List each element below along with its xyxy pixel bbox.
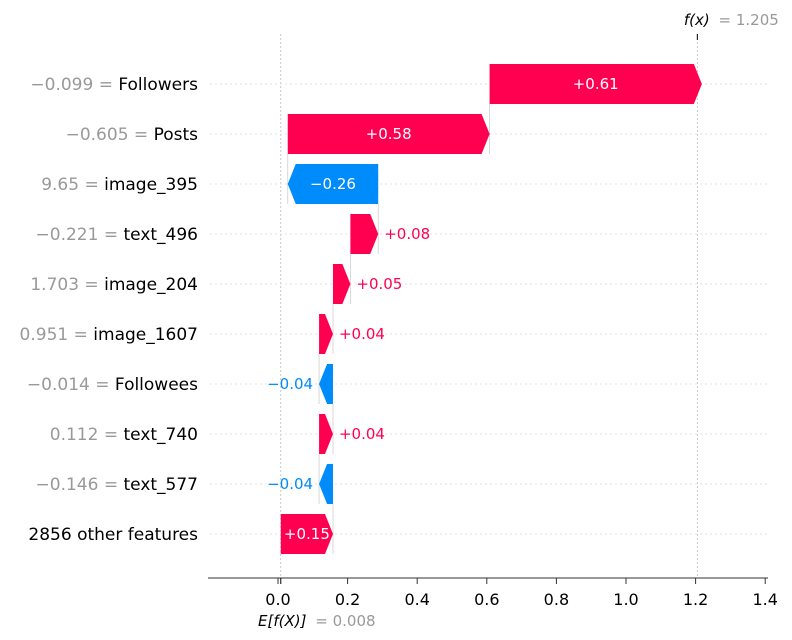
bar-followers [489, 64, 702, 104]
bar-2856-other-features [280, 514, 333, 554]
feature-label: 9.65 = image_395 [41, 175, 198, 195]
fx-annotation: f(x) = 1.205 [684, 11, 779, 29]
feature-name: text_740 [124, 425, 199, 445]
bar-text_577 [319, 464, 333, 504]
bar-image_1607 [319, 314, 333, 354]
bars: +0.61 +0.58 −0.26 +0.08 +0.05 +0.04 −0.04 +0.04… [267, 64, 702, 554]
feature-name: image_1607 [93, 325, 198, 345]
fx-label: f(x) [684, 11, 710, 29]
bar-value-label: −0.04 [267, 375, 313, 393]
bar-image_204 [332, 264, 351, 304]
feature-label: −0.146 = text_577 [36, 475, 198, 495]
base-value-annotation: E[f(X)] = 0.008 [258, 612, 376, 630]
feature-name: Posts [154, 125, 199, 145]
feature-labels: −0.099 = Followers −0.605 = Posts 9.65 = i… [20, 75, 199, 545]
feature-label: −0.014 = Followees [27, 375, 198, 395]
x-axis-ticks: 0.0 0.2 0.4 0.6 0.8 1.0 1.2 1.4 [265, 578, 778, 609]
feature-label: −0.099 = Followers [30, 75, 198, 95]
feature-name: text_577 [124, 475, 199, 495]
x-tick-label: 1.0 [613, 590, 638, 609]
connector-lines [287, 104, 490, 554]
x-tick-label: 0.0 [265, 590, 290, 609]
bar-value-label: +0.04 [339, 425, 385, 443]
feature-value: 1.703 = [30, 275, 104, 295]
bar-text_740 [319, 414, 333, 454]
bar-value-label: +0.04 [339, 325, 385, 343]
fx-value: 1.205 [736, 11, 779, 29]
bar-posts [287, 114, 490, 154]
x-tick-label: 0.2 [335, 590, 360, 609]
x-tick-label: 0.6 [474, 590, 499, 609]
bar-followees [319, 364, 333, 404]
feature-value: 9.65 = [41, 175, 104, 195]
feature-name: image_204 [104, 275, 198, 295]
feature-value: −0.014 = [27, 375, 115, 395]
bar-value-label: +0.58 [366, 125, 412, 143]
feature-value: −0.099 = [30, 75, 118, 95]
bar-text_496 [350, 214, 379, 254]
x-tick-label: 0.4 [404, 590, 429, 609]
feature-value: −0.221 = [36, 225, 124, 245]
feature-name: Followers [118, 75, 198, 95]
gridlines [210, 34, 768, 578]
feature-value: −0.605 = [66, 125, 154, 145]
feature-name: Followees [115, 375, 198, 395]
feature-label: 0.112 = text_740 [50, 425, 198, 445]
feature-label: −0.605 = Posts [66, 125, 199, 145]
bar-image_395 [287, 164, 379, 204]
feature-name: text_496 [124, 225, 199, 245]
feature-value: 0.951 = [20, 325, 94, 345]
feature-name: 2856 other features [28, 525, 198, 545]
bar-value-label: +0.08 [384, 225, 430, 243]
bar-value-label: +0.15 [284, 525, 330, 543]
feature-label: −0.221 = text_496 [36, 225, 198, 245]
x-tick-label: 1.4 [752, 590, 777, 609]
feature-label: 0.951 = image_1607 [20, 325, 198, 345]
base-value: 0.008 [333, 612, 376, 630]
bar-value-label: −0.26 [310, 175, 356, 193]
base-label: E[f(X)] [258, 612, 307, 630]
bar-value-label: −0.04 [267, 475, 313, 493]
x-tick-label: 1.2 [683, 590, 708, 609]
x-tick-label: 0.8 [544, 590, 569, 609]
feature-value: −0.146 = [36, 475, 124, 495]
feature-label: 2856 other features [28, 525, 198, 545]
feature-name: image_395 [104, 175, 198, 195]
bar-value-label: +0.05 [356, 275, 402, 293]
bar-value-label: +0.61 [573, 75, 619, 93]
feature-label: 1.703 = image_204 [30, 275, 198, 295]
feature-value: 0.112 = [50, 425, 124, 445]
